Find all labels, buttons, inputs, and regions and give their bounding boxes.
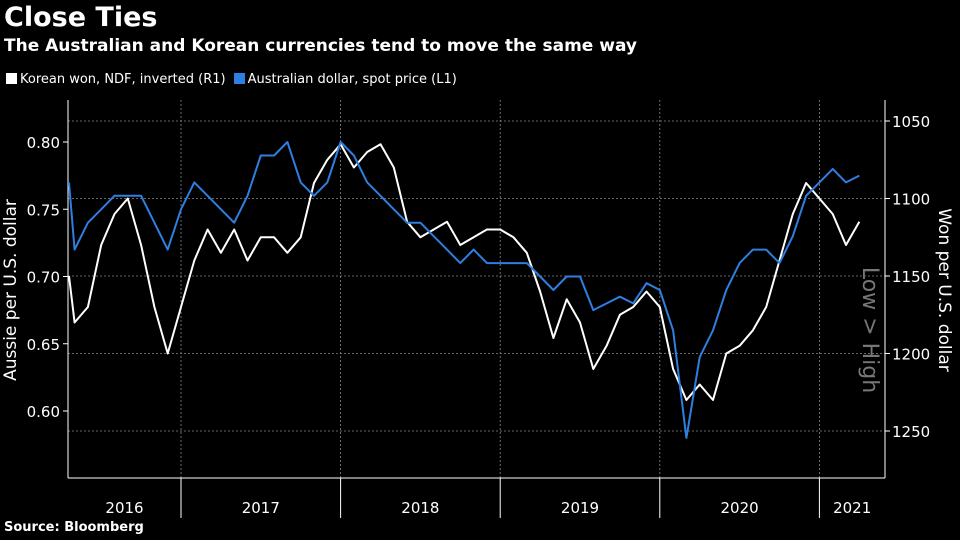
right-tick-label: 1150 (892, 268, 930, 286)
x-tick-label: 2021 (833, 499, 871, 517)
right-axis-label: Won per U.S. dollar (934, 208, 954, 372)
x-tick-label: 2019 (561, 499, 599, 517)
legend-label-aud: Australian dollar, spot price (L1) (247, 72, 457, 87)
legend-item-krw: Korean won, NDF, inverted (R1) (6, 72, 226, 87)
series-line-krw (68, 143, 861, 401)
right-tick-label: 1100 (892, 191, 930, 209)
chart-title: Close Ties (4, 2, 158, 33)
right-tick-label: 1050 (892, 113, 930, 131)
chart-subtitle: The Australian and Korean currencies ten… (4, 36, 637, 56)
left-axis-label: Aussie per U.S. dollar (1, 199, 21, 381)
x-tick-label: 2018 (401, 499, 439, 517)
x-tick-label: 2020 (721, 499, 759, 517)
legend: Korean won, NDF, inverted (R1) Australia… (6, 72, 457, 87)
left-tick-label: 0.70 (27, 269, 60, 287)
legend-swatch-krw (6, 73, 17, 84)
left-tick-label: 0.60 (27, 403, 60, 421)
x-tick-label: 2017 (242, 499, 280, 517)
source: Source: Bloomberg (4, 520, 144, 535)
right-tick-label: 1250 (892, 423, 930, 441)
left-tick-label: 0.65 (27, 336, 60, 354)
left-tick-label: 0.80 (27, 134, 60, 152)
legend-label-krw: Korean won, NDF, inverted (R1) (20, 72, 226, 87)
x-tick-label: 2016 (105, 499, 143, 517)
series-line-aud (68, 141, 860, 439)
legend-swatch-aud (233, 73, 245, 84)
right-axis-note: Low > High (857, 267, 882, 393)
legend-item-aud: Australian dollar, spot price (L1) (233, 72, 457, 87)
right-tick-label: 1200 (892, 346, 930, 364)
left-tick-label: 0.75 (27, 201, 60, 219)
